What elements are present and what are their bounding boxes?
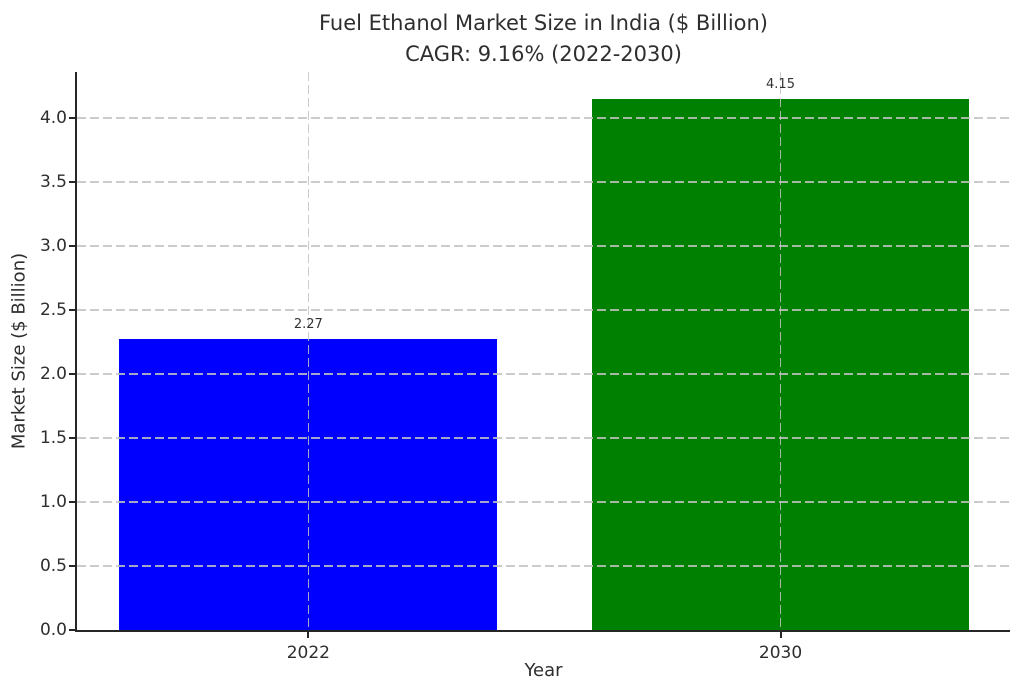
y-gridline — [77, 373, 1010, 375]
y-tick-label: 3.0 — [39, 236, 67, 257]
y-tick-mark — [69, 501, 75, 504]
x-gridline — [307, 72, 310, 630]
y-tick-label: 2.5 — [39, 300, 67, 321]
x-tick-mark — [307, 632, 310, 638]
y-gridline — [77, 565, 1010, 567]
y-tick-mark — [69, 437, 75, 440]
x-tick-mark — [779, 632, 782, 638]
x-tick-label: 2030 — [758, 643, 803, 663]
plot-area: 0.0 0.5 1.0 1.5 2.0 2.5 3.0 3.5 4.0 2022 2.27 2030 4… — [40, 72, 1010, 663]
y-tick-mark — [69, 245, 75, 248]
y-tick-mark — [69, 181, 75, 184]
x-tick-label: 2022 — [286, 643, 330, 663]
y-tick-mark — [69, 373, 75, 376]
y-tick-mark — [69, 117, 75, 120]
chart-subtitle: CAGR: 9.16% (2022-2030) — [405, 42, 682, 66]
y-gridline — [77, 501, 1010, 503]
y-tick-label: 1.5 — [39, 428, 67, 449]
y-tick-mark — [69, 309, 75, 312]
y-axis-spine — [75, 72, 77, 632]
y-tick-label: 1.0 — [39, 492, 67, 513]
y-tick-mark — [69, 565, 75, 567]
y-tick-label: 2.0 — [39, 364, 67, 385]
y-gridline — [77, 309, 1010, 311]
bar-value-label: 4.15 — [766, 76, 795, 92]
y-tick-label: 0.5 — [39, 556, 67, 576]
y-tick-label: 0.0 — [39, 620, 67, 640]
chart-title: Fuel Ethanol Market Size in India ($ Bil… — [318, 11, 769, 35]
bar-value-label: 2.27 — [293, 317, 323, 333]
y-gridline — [77, 437, 1010, 439]
y-gridline — [77, 117, 1010, 119]
y-tick-label: 4.0 — [39, 108, 67, 129]
y-gridline — [77, 181, 1010, 183]
x-axis-spine — [75, 630, 1010, 632]
y-gridline — [77, 245, 1010, 247]
y-tick-mark — [69, 629, 75, 631]
x-gridline — [779, 72, 782, 630]
y-axis-label: Market Size ($ Billion) — [8, 252, 30, 450]
x-axis-label: Year — [524, 660, 563, 681]
y-tick-label: 3.5 — [39, 172, 67, 193]
